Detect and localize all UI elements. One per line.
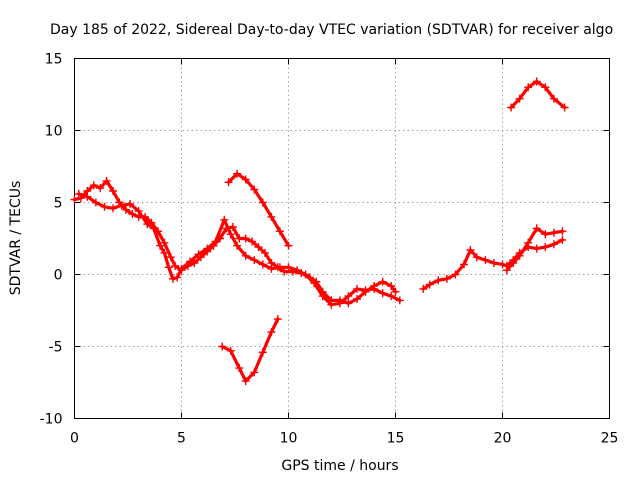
y-axis-label: SDTVAR / TECUs (8, 181, 24, 296)
series-line (220, 317, 280, 383)
y-axis: -10 -5 0 5 10 15 (40, 52, 610, 428)
x-tick-label: 5 (177, 431, 186, 447)
x-tick-label: 15 (387, 431, 405, 447)
x-tick-label: 0 (70, 431, 79, 447)
data-points (502, 224, 567, 275)
series-line (77, 192, 402, 307)
data-series (70, 77, 569, 386)
data-points (419, 235, 567, 293)
series-trace-b (74, 189, 404, 309)
series-trace-e (224, 169, 293, 250)
series-line (509, 79, 567, 110)
plot-frame (74, 58, 610, 419)
series-trace-d (502, 224, 567, 275)
data-points (74, 189, 404, 309)
data-points (218, 315, 282, 386)
series-line (227, 172, 291, 248)
y-tick-label: 10 (45, 124, 63, 140)
y-tick-label: 15 (45, 52, 63, 68)
grid-lines (74, 58, 610, 419)
x-tick-label: 10 (280, 431, 298, 447)
data-points (224, 169, 293, 250)
series-trace-c (419, 235, 567, 293)
x-axis: 0 5 10 15 20 25 (70, 58, 619, 447)
chart-title: Day 185 of 2022, Sidereal Day-to-day VTE… (50, 22, 613, 38)
data-points (507, 77, 569, 112)
x-tick-label: 25 (601, 431, 619, 447)
y-tick-label: -5 (49, 340, 63, 356)
y-tick-label: 0 (54, 268, 63, 284)
y-tick-label: -10 (40, 412, 63, 428)
y-tick-label: 5 (54, 196, 63, 212)
series-trace-f (218, 315, 282, 386)
series-trace-g (507, 77, 569, 112)
x-tick-label: 20 (494, 431, 512, 447)
x-axis-label: GPS time / hours (281, 458, 398, 474)
